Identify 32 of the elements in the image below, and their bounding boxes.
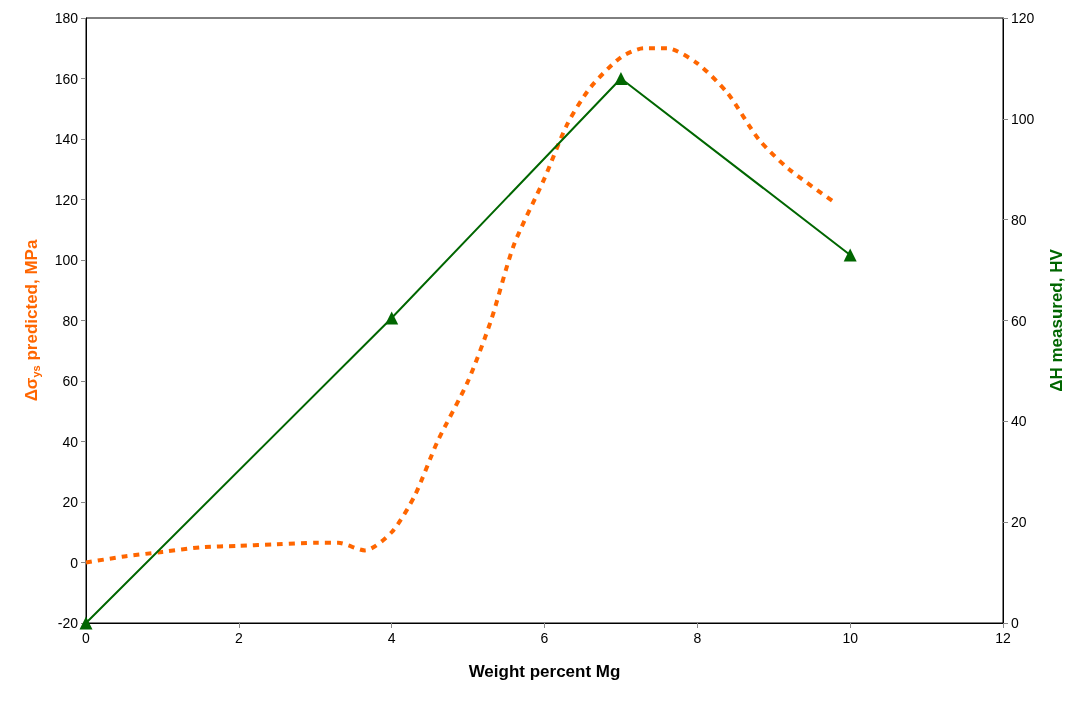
point (385, 311, 399, 325)
x-tick-label: 8 (693, 630, 702, 646)
y2-tick-label: 100 (1011, 110, 1035, 127)
x-tick-label: 12 (995, 630, 1011, 646)
y-tick-label: 20 (62, 494, 79, 510)
y-tick-label: 120 (54, 191, 79, 208)
y2-tick-label: 40 (1011, 413, 1027, 430)
y-tick-label: 60 (62, 373, 79, 389)
x-tick-label: 4 (387, 630, 396, 646)
y-tick-label: 140 (54, 131, 79, 147)
y-tick-label: 80 (62, 312, 79, 329)
x-tick-label: 0 (82, 630, 91, 646)
y2-tick-label: 80 (1011, 211, 1027, 228)
y-tick-label: 180 (54, 10, 79, 26)
y2-tick-label: 20 (1011, 514, 1027, 531)
point (614, 72, 628, 85)
y-tick-label: 40 (62, 433, 79, 450)
x-tick-label: 2 (234, 630, 243, 646)
y2-tick-label: 0 (1011, 615, 1019, 631)
y-tick-label: -20 (57, 615, 79, 631)
y-tick-label: 100 (54, 252, 79, 268)
point (843, 248, 857, 262)
y2-tick-label: 60 (1011, 312, 1027, 329)
y2-tick-label: 120 (1011, 10, 1035, 26)
x-axis-title: Weight percent Mg (468, 662, 621, 681)
y-tick-label: 160 (54, 70, 79, 87)
point (79, 616, 93, 630)
y-axis-title: Δσys predicted, MPa (22, 239, 42, 402)
y2-axis-title: ΔH measured, HV (1047, 248, 1066, 392)
y-tick-label: 0 (70, 554, 79, 571)
x-tick-label: 6 (540, 630, 549, 646)
x-tick-label: 10 (842, 630, 859, 646)
